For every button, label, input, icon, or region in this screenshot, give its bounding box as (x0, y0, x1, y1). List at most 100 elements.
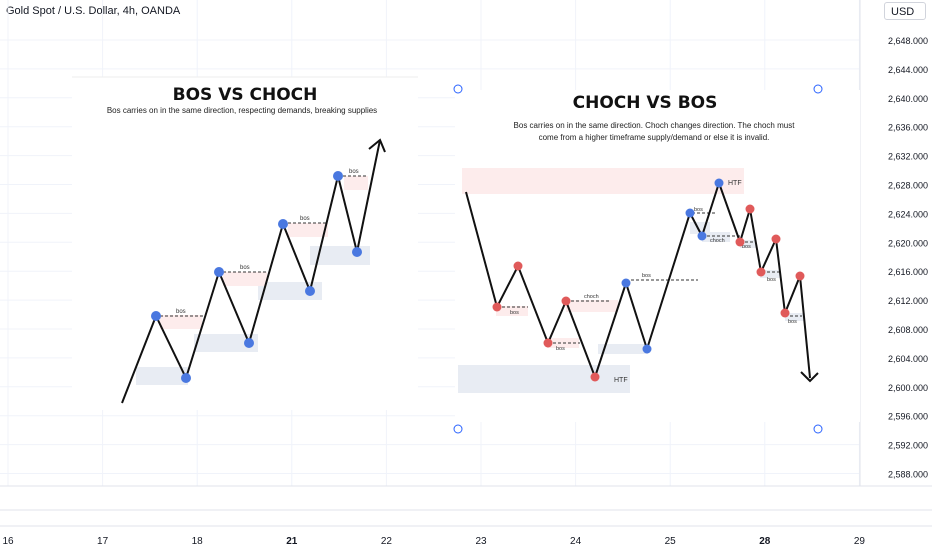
swing-point (590, 372, 600, 382)
right-panel-subtitle-line1: Bos carries on in the same direction. Ch… (514, 121, 796, 130)
demand-zone (194, 334, 258, 352)
supply-zone (288, 223, 328, 237)
swing-point (642, 344, 652, 354)
supply-zone (496, 306, 528, 316)
demand-zone (702, 232, 730, 242)
swing-point (181, 373, 191, 383)
swing-point (513, 261, 523, 271)
price-label: 2,636.000 (888, 123, 928, 133)
bos-label: bos (556, 346, 565, 352)
right-swing-points (492, 178, 805, 382)
selection-handle-top-right[interactable] (813, 84, 823, 94)
price-label: 2,616.000 (888, 267, 928, 277)
left-panel-title: BOS VS CHOCH (173, 85, 318, 105)
chart-title: Gold Spot / U.S. Dollar, 4h, OANDA (6, 5, 181, 17)
bos-label: bos (349, 169, 359, 175)
htf-demand-zone (458, 365, 630, 393)
right-arrow-head (800, 371, 819, 383)
price-label: 2,644.000 (888, 65, 928, 75)
bos-label: bos (300, 216, 310, 222)
time-label: 17 (97, 536, 109, 547)
demand-zone (760, 270, 780, 278)
selection-handle-top-left[interactable] (453, 84, 463, 94)
swing-point (352, 247, 362, 257)
swing-point (735, 237, 745, 247)
left-panel-background (72, 77, 418, 410)
swing-point (543, 338, 553, 348)
time-label: 28 (759, 536, 771, 547)
left-swing-points (151, 171, 362, 383)
htf-supply-zone (462, 168, 744, 194)
demand-zone (136, 367, 188, 385)
swing-point (305, 286, 315, 296)
price-label: 2,620.000 (888, 238, 928, 248)
right-panel-subtitle-line2: come from a higher timeframe supply/dema… (539, 133, 770, 142)
swing-point (561, 296, 571, 306)
time-label: 29 (854, 536, 866, 547)
bos-label: bos (788, 319, 797, 325)
htf-label: HTF (728, 180, 742, 187)
swing-point (771, 234, 781, 244)
htf-label: HTF (614, 377, 628, 384)
currency-selector[interactable]: USD (884, 2, 926, 20)
time-label: 16 (2, 536, 14, 547)
demand-zone (598, 344, 648, 354)
swing-point (795, 271, 805, 281)
time-label: 22 (381, 536, 393, 547)
price-label: 2,592.000 (888, 441, 928, 451)
swing-point (780, 308, 790, 318)
swing-point (714, 178, 724, 188)
choch-label: choch (710, 238, 725, 244)
swing-point (621, 278, 631, 288)
supply-zone (223, 272, 267, 286)
left-price-path (121, 139, 381, 404)
bos-label: bos (767, 277, 776, 283)
time-label: 18 (192, 536, 204, 547)
supply-zone (566, 300, 618, 312)
swing-point (492, 302, 502, 312)
time-label: 25 (665, 536, 677, 547)
bos-label: bos (176, 309, 186, 315)
price-label: 2,640.000 (888, 94, 928, 104)
swing-point (333, 171, 343, 181)
price-label: 2,648.000 (888, 36, 928, 46)
price-label: 2,612.000 (888, 296, 928, 306)
price-label: 2,608.000 (888, 325, 928, 335)
bos-label: bos (642, 273, 651, 279)
swing-point (151, 311, 161, 321)
left-panel-subtitle: Bos carries on in the same direction, re… (107, 106, 377, 115)
demand-zone (785, 313, 805, 321)
demand-zone (740, 240, 756, 248)
swing-point (756, 267, 766, 277)
left-arrow-head (368, 138, 386, 153)
bos-label: bos (510, 310, 519, 316)
selection-handle-bottom-right[interactable] (813, 424, 823, 434)
demand-zone (258, 282, 322, 300)
price-label: 2,604.000 (888, 354, 928, 364)
time-label: 23 (475, 536, 487, 547)
swing-point (697, 231, 707, 241)
supply-zone (344, 176, 368, 190)
right-price-path (465, 179, 811, 380)
price-label: 2,624.000 (888, 209, 928, 219)
swing-point (214, 267, 224, 277)
bos-label: bos (694, 207, 703, 213)
swing-point (745, 204, 755, 214)
price-label: 2,596.000 (888, 412, 928, 422)
selection-handle-bottom-left[interactable] (453, 424, 463, 434)
price-label: 2,588.000 (888, 470, 928, 480)
bos-label: bos (742, 244, 751, 250)
supply-zone (160, 315, 202, 329)
bos-label: bos (240, 265, 250, 271)
time-axis[interactable]: 16 17 18 21 22 23 24 25 28 29 (2, 536, 865, 547)
time-label: 21 (286, 536, 298, 547)
right-panel-title: CHOCH VS BOS (573, 93, 718, 113)
price-axis[interactable]: 2,648.000 2,644.000 2,640.000 2,636.000 2,63… (888, 36, 928, 480)
swing-point (278, 219, 288, 229)
price-label: 2,600.000 (888, 383, 928, 393)
swing-point (685, 208, 695, 218)
swing-point (244, 338, 254, 348)
price-label: 2,632.000 (888, 152, 928, 162)
choch-label: choch (584, 294, 599, 300)
